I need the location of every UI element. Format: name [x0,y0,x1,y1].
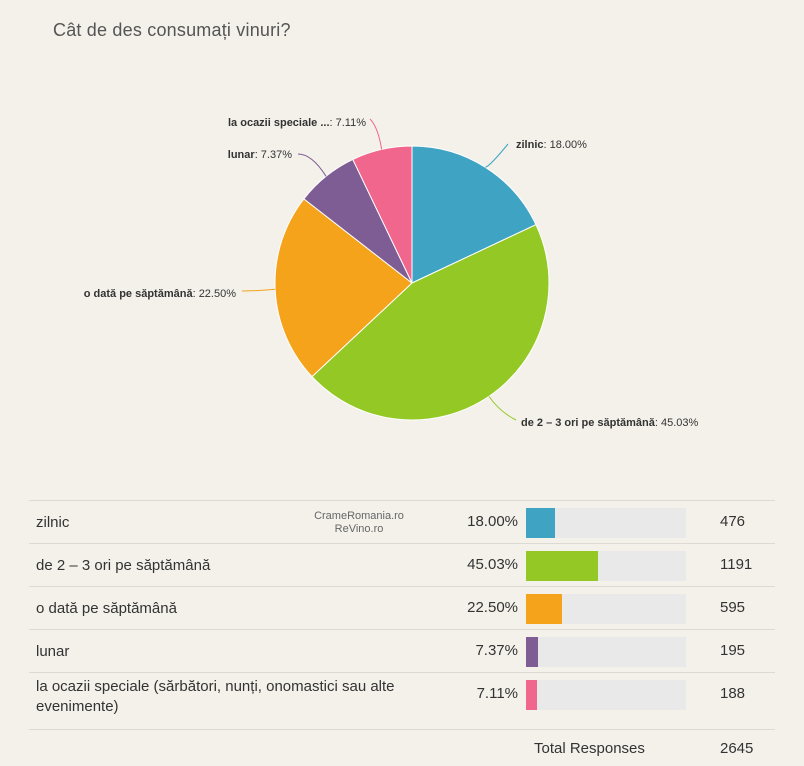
answer-label: lunar [36,643,70,660]
percent-bar-fill [526,508,555,538]
slice-label: o dată pe săptămână: 22.50% [84,288,236,300]
percent-bar-fill [526,637,538,667]
answer-label: la ocazii speciale (sărbători, nunți, on… [36,678,395,715]
percent-bar [526,680,686,710]
table-row: o dată pe săptămână 22.50% 595 [29,586,775,629]
percent-bar [526,551,686,581]
slice-label: lunar: 7.37% [228,149,292,161]
answer-label: zilnic [36,514,70,531]
answer-count: 195 [720,642,746,659]
percent-bar-fill [526,594,562,624]
percent-bar [526,637,686,667]
answer-count: 188 [720,685,746,702]
leader-line [297,153,327,177]
answer-count: 1191 [720,556,753,573]
results-table: zilnic CrameRomania.ro ReVino.ro 18.00% 476 d… [29,500,775,730]
answer-percent: 7.37% [475,642,518,659]
answer-percent: 7.11% [476,685,518,702]
leader-line [488,396,517,421]
table-row: lunar 7.37% 195 [29,629,775,672]
percent-bar-fill [526,551,599,581]
answer-percent: 22.50% [467,599,518,616]
answer-count: 476 [720,513,746,530]
pie-chart: zilnic: 18.00% de 2 – 3 ori pe săptămână:… [84,117,699,429]
slice-label: de 2 – 3 ori pe săptămână: 45.03% [521,417,699,429]
leader-line [485,143,509,168]
pie-slice[interactable] [352,145,413,284]
slice-label: zilnic: 18.00% [516,139,587,151]
answer-percent: 18.00% [467,513,518,530]
table-row: la ocazii speciale (sărbători, nunți, on… [29,672,775,730]
pie-slice[interactable] [274,198,413,378]
percent-bar [526,594,686,624]
total-value: 2645 [720,740,754,757]
leader-line [369,118,383,150]
answer-count: 595 [720,599,746,616]
leader-line [241,288,276,292]
total-label: Total Responses [534,740,645,757]
answer-percent: 45.03% [467,556,518,573]
table-row: zilnic CrameRomania.ro ReVino.ro 18.00% 476 [29,500,775,543]
percent-bar-fill [526,680,538,710]
answer-label: o dată pe săptămână [36,600,177,617]
chart-title: Cât de des consumați vinuri? [53,20,291,40]
total-responses: Total Responses 2645 [0,730,804,760]
percent-bar [526,508,686,538]
watermark: CrameRomania.ro ReVino.ro [314,510,404,535]
answer-label: de 2 – 3 ori pe săptămână [36,557,211,574]
slice-label: la ocazii speciale ...: 7.11% [228,117,366,129]
table-row: de 2 – 3 ori pe săptămână 45.03% 1191 [29,543,775,586]
